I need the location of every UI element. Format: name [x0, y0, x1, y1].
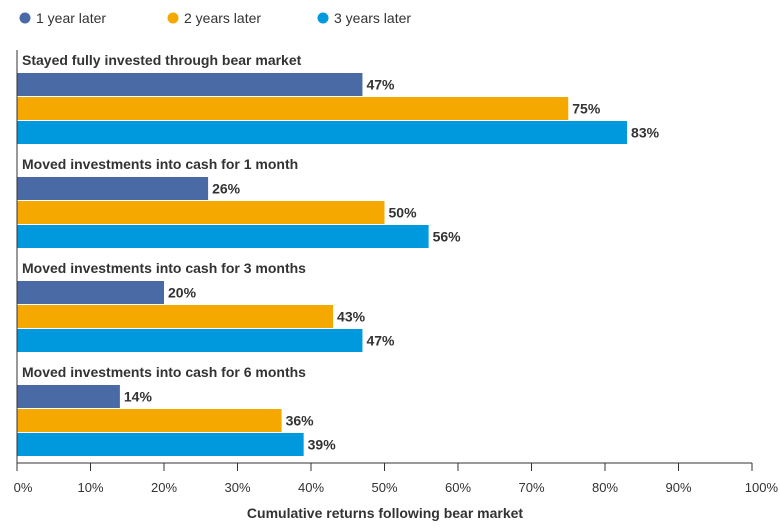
plot-area: Stayed fully invested through bear marke…	[16, 50, 660, 463]
value-label-3-1: 20%	[168, 285, 197, 301]
legend-label-2: 2 years later	[184, 10, 261, 26]
value-label-2-3: 56%	[433, 229, 462, 245]
category-label-2: Moved investments into cash for 1 month	[22, 156, 298, 172]
value-label-4-2: 36%	[286, 413, 315, 429]
bar-4-2	[17, 409, 282, 432]
bar-2-3	[17, 225, 429, 248]
category-label-1: Stayed fully invested through bear marke…	[22, 52, 302, 68]
x-tick-label-8: 80%	[592, 480, 618, 495]
x-tick-label-1: 10%	[77, 480, 103, 495]
bar-1-3	[17, 121, 628, 144]
value-label-4-1: 14%	[124, 389, 153, 405]
x-tick-label-7: 70%	[518, 480, 544, 495]
value-label-1-1: 47%	[366, 77, 395, 93]
x-tick-label-5: 50%	[371, 480, 397, 495]
x-tick-label-9: 90%	[665, 480, 691, 495]
bar-1-1	[17, 73, 363, 96]
value-label-2-2: 50%	[389, 205, 418, 221]
bar-2-2	[17, 201, 385, 224]
bar-4-3	[17, 433, 304, 456]
legend-marker-2	[167, 12, 179, 24]
value-label-4-3: 39%	[308, 437, 337, 453]
x-tick-label-4: 40%	[298, 480, 324, 495]
bar-4-1	[17, 385, 120, 408]
x-tick-label-2: 20%	[151, 480, 177, 495]
bar-2-1	[17, 177, 209, 200]
x-tick-label-0: 0%	[14, 480, 33, 495]
bar-1-2	[17, 97, 569, 120]
x-tick-label-10: 100%	[745, 480, 779, 495]
x-axis-title: Cumulative returns following bear market	[247, 505, 524, 521]
value-label-3-2: 43%	[337, 309, 366, 325]
x-axis: 0% 10% 20% 30% 40% 50% 60% 70% 80% 90% 100%	[14, 462, 779, 495]
category-label-3: Moved investments into cash for 3 months	[22, 260, 306, 276]
value-label-1-3: 83%	[631, 125, 660, 141]
category-label-4: Moved investments into cash for 6 months	[22, 364, 306, 380]
legend: 1 year later 2 years later 3 years later	[19, 10, 411, 26]
x-tick-label-6: 60%	[445, 480, 471, 495]
legend-marker-1	[19, 12, 31, 24]
value-label-1-2: 75%	[572, 101, 601, 117]
bar-3-3	[17, 329, 363, 352]
bar-3-2	[17, 305, 334, 328]
value-label-3-3: 47%	[366, 333, 395, 349]
legend-label-3: 3 years later	[334, 10, 411, 26]
bar-3-1	[17, 281, 164, 304]
legend-marker-3	[317, 12, 329, 24]
value-label-2-1: 26%	[212, 181, 241, 197]
legend-label-1: 1 year later	[36, 10, 106, 26]
x-tick-label-3: 30%	[224, 480, 250, 495]
